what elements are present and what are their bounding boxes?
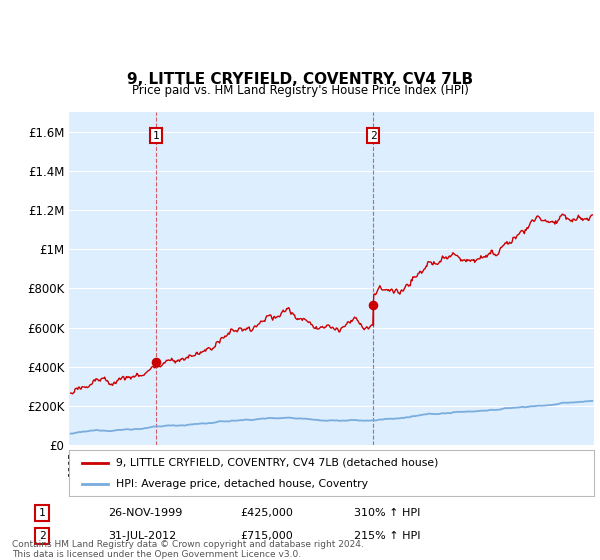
- Text: 26-NOV-1999: 26-NOV-1999: [108, 508, 182, 518]
- Text: 215% ↑ HPI: 215% ↑ HPI: [354, 531, 421, 541]
- Text: Price paid vs. HM Land Registry's House Price Index (HPI): Price paid vs. HM Land Registry's House …: [131, 85, 469, 97]
- Text: 31-JUL-2012: 31-JUL-2012: [108, 531, 176, 541]
- Text: £425,000: £425,000: [240, 508, 293, 518]
- Text: 9, LITTLE CRYFIELD, COVENTRY, CV4 7LB (detached house): 9, LITTLE CRYFIELD, COVENTRY, CV4 7LB (d…: [116, 458, 439, 468]
- Text: 310% ↑ HPI: 310% ↑ HPI: [354, 508, 421, 518]
- Text: 2: 2: [370, 130, 376, 141]
- Point: [151, 357, 161, 366]
- Point: [368, 301, 378, 310]
- Text: Contains HM Land Registry data © Crown copyright and database right 2024.
This d: Contains HM Land Registry data © Crown c…: [12, 540, 364, 559]
- Text: 2: 2: [38, 531, 46, 541]
- Text: 1: 1: [38, 508, 46, 518]
- Text: £715,000: £715,000: [240, 531, 293, 541]
- Text: HPI: Average price, detached house, Coventry: HPI: Average price, detached house, Cove…: [116, 479, 368, 489]
- Text: 9, LITTLE CRYFIELD, COVENTRY, CV4 7LB: 9, LITTLE CRYFIELD, COVENTRY, CV4 7LB: [127, 72, 473, 87]
- Text: 1: 1: [153, 130, 160, 141]
